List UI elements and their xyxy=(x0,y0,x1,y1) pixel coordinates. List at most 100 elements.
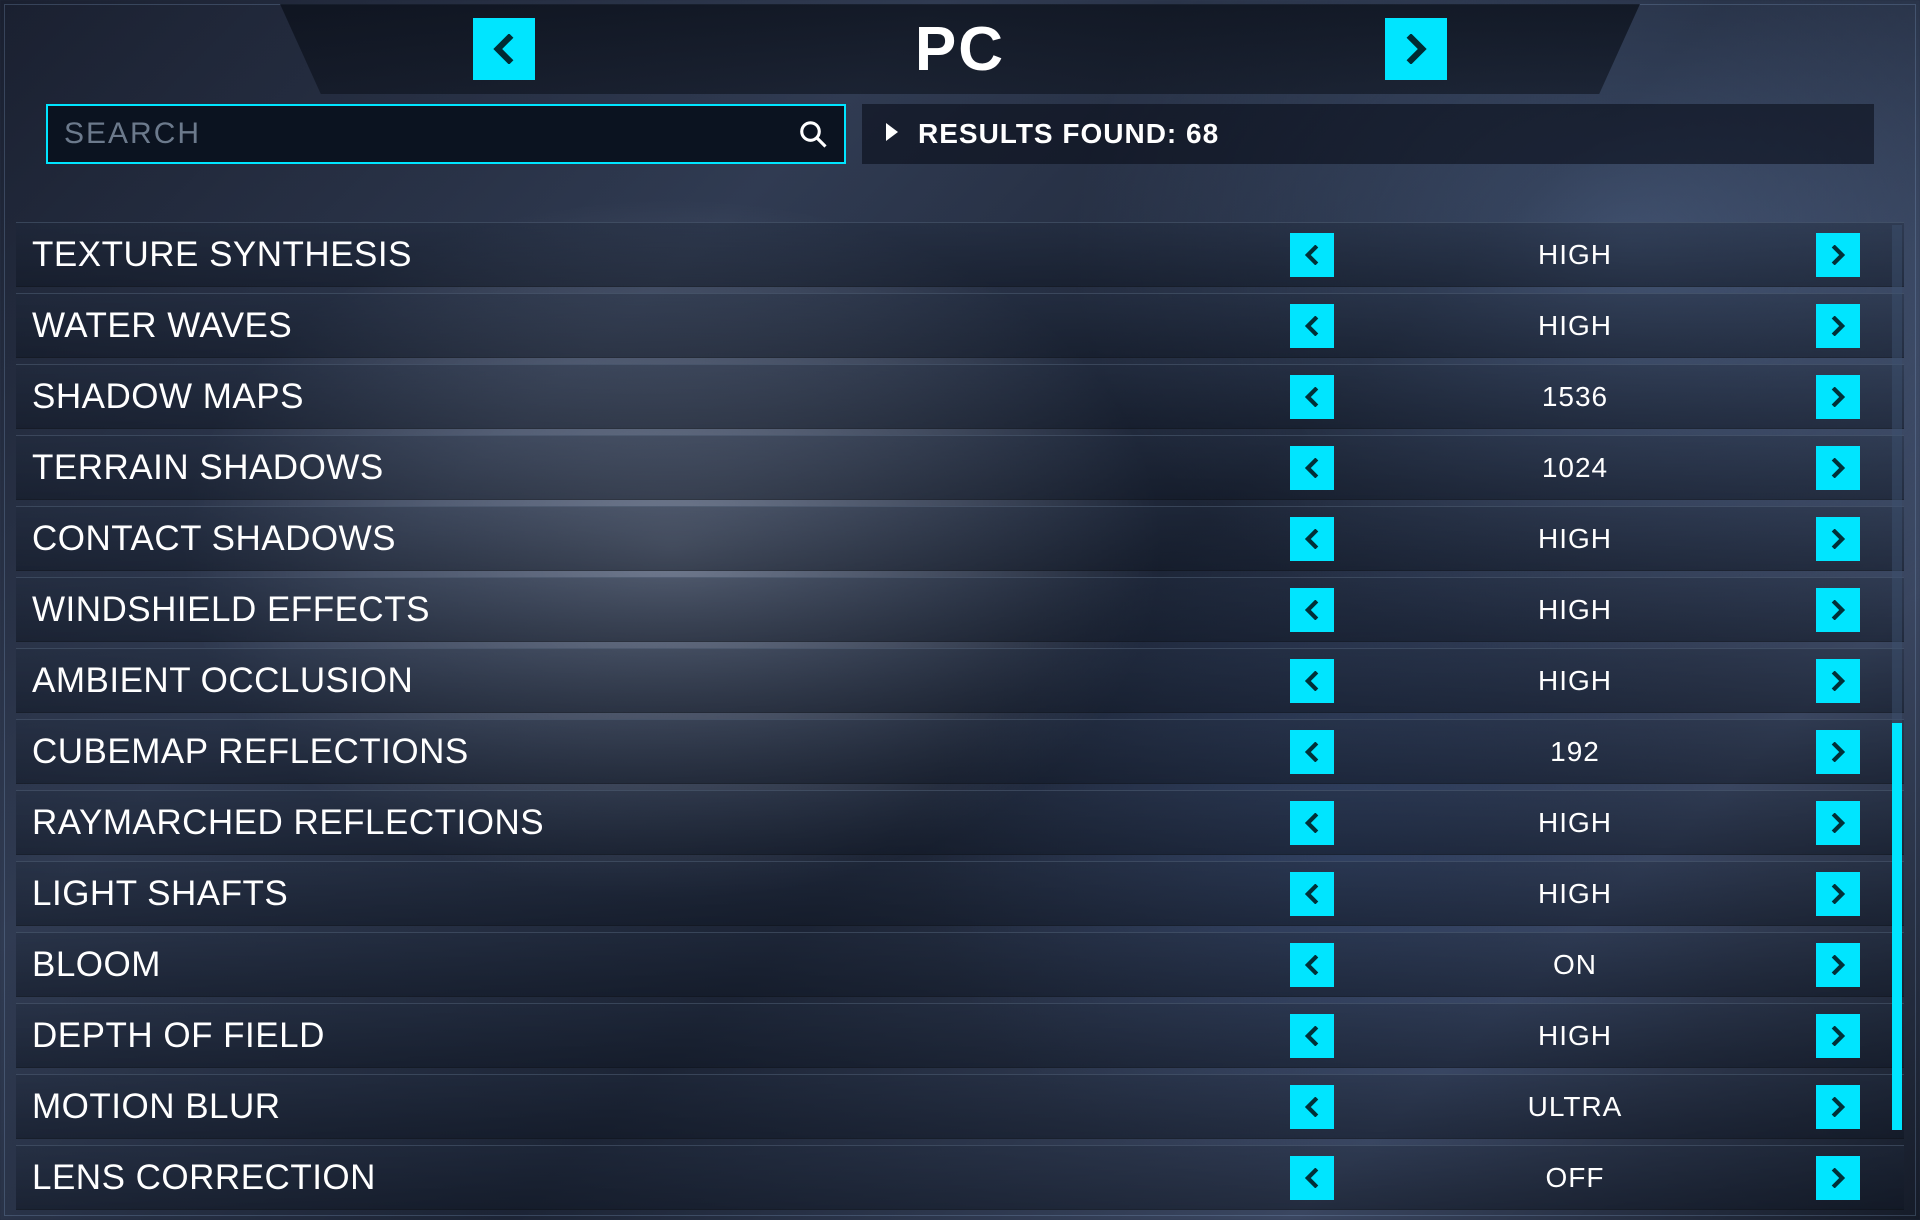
results-box: RESULTS FOUND: 68 xyxy=(862,104,1874,164)
settings-row: MOTION BLUR ULTRA xyxy=(16,1074,1904,1139)
setting-label: CONTACT SHADOWS xyxy=(32,519,1290,559)
value-next-button[interactable] xyxy=(1816,446,1860,490)
value-prev-button[interactable] xyxy=(1290,730,1334,774)
setting-label: CUBEMAP REFLECTIONS xyxy=(32,732,1290,772)
value-group: HIGH xyxy=(1290,1014,1860,1058)
value-next-button[interactable] xyxy=(1816,517,1860,561)
setting-label: DEPTH OF FIELD xyxy=(32,1016,1290,1056)
search-box xyxy=(46,104,846,164)
value-group: 192 xyxy=(1290,730,1860,774)
setting-value: HIGH xyxy=(1334,239,1816,271)
setting-label: WINDSHIELD EFFECTS xyxy=(32,590,1290,630)
setting-label: SHADOW MAPS xyxy=(32,377,1290,417)
value-group: HIGH xyxy=(1290,233,1860,277)
value-group: HIGH xyxy=(1290,801,1860,845)
settings-row: TERRAIN SHADOWS 1024 xyxy=(16,435,1904,500)
value-group: HIGH xyxy=(1290,588,1860,632)
search-icon xyxy=(798,119,828,149)
settings-row: AMBIENT OCCLUSIONHIGH xyxy=(16,648,1904,713)
setting-value: ULTRA xyxy=(1334,1091,1816,1123)
value-next-button[interactable] xyxy=(1816,1085,1860,1129)
value-prev-button[interactable] xyxy=(1290,1014,1334,1058)
settings-row: WATER WAVES HIGH xyxy=(16,293,1904,358)
search-input[interactable] xyxy=(64,117,798,151)
chevron-left-icon xyxy=(489,34,519,64)
setting-value: 192 xyxy=(1334,736,1816,768)
value-prev-button[interactable] xyxy=(1290,588,1334,632)
value-prev-button[interactable] xyxy=(1290,304,1334,348)
value-prev-button[interactable] xyxy=(1290,446,1334,490)
value-group: HIGH xyxy=(1290,872,1860,916)
settings-row: LENS CORRECTION OFF xyxy=(16,1145,1904,1210)
value-group: 1024 xyxy=(1290,446,1860,490)
settings-row: TEXTURE SYNTHESIS HIGH xyxy=(16,222,1904,287)
value-next-button[interactable] xyxy=(1816,304,1860,348)
search-row: RESULTS FOUND: 68 xyxy=(46,104,1874,164)
value-prev-button[interactable] xyxy=(1290,517,1334,561)
value-next-button[interactable] xyxy=(1816,1014,1860,1058)
value-next-button[interactable] xyxy=(1816,375,1860,419)
settings-row: RAYMARCHED REFLECTIONS HIGH xyxy=(16,790,1904,855)
value-prev-button[interactable] xyxy=(1290,943,1334,987)
setting-label: BLOOM xyxy=(32,945,1290,985)
setting-label: TERRAIN SHADOWS xyxy=(32,448,1290,488)
value-next-button[interactable] xyxy=(1816,943,1860,987)
value-next-button[interactable] xyxy=(1816,1156,1860,1200)
chevron-right-icon xyxy=(1401,34,1431,64)
scrollbar-track[interactable] xyxy=(1892,225,1902,1130)
value-prev-button[interactable] xyxy=(1290,801,1334,845)
value-group: ULTRA xyxy=(1290,1085,1860,1129)
value-prev-button[interactable] xyxy=(1290,872,1334,916)
settings-list-viewport: TEXTURE SYNTHESIS HIGH WATER WAVES HIGH SHAD… xyxy=(16,222,1904,1220)
setting-value: HIGH xyxy=(1334,807,1816,839)
value-next-button[interactable] xyxy=(1816,730,1860,774)
value-group: OFF xyxy=(1290,1156,1860,1200)
value-group: HIGH xyxy=(1290,517,1860,561)
settings-row: LIGHT SHAFTS HIGH xyxy=(16,861,1904,926)
value-group: HIGH xyxy=(1290,659,1860,703)
setting-value: 1536 xyxy=(1334,381,1816,413)
setting-label: LENS CORRECTION xyxy=(32,1158,1290,1198)
setting-label: WATER WAVES xyxy=(32,306,1290,346)
next-category-button[interactable] xyxy=(1385,18,1447,80)
scrollbar-thumb[interactable] xyxy=(1892,723,1902,1130)
value-next-button[interactable] xyxy=(1816,872,1860,916)
setting-value: 1024 xyxy=(1334,452,1816,484)
settings-row: CONTACT SHADOWS HIGH xyxy=(16,506,1904,571)
value-prev-button[interactable] xyxy=(1290,375,1334,419)
settings-row: CUBEMAP REFLECTIONS 192 xyxy=(16,719,1904,784)
value-prev-button[interactable] xyxy=(1290,1085,1334,1129)
value-next-button[interactable] xyxy=(1816,233,1860,277)
settings-row: BLOOM ON xyxy=(16,932,1904,997)
category-title: PC xyxy=(915,14,1005,85)
value-group: HIGH xyxy=(1290,304,1860,348)
value-prev-button[interactable] xyxy=(1290,659,1334,703)
value-next-button[interactable] xyxy=(1816,659,1860,703)
setting-label: MOTION BLUR xyxy=(32,1087,1290,1127)
value-next-button[interactable] xyxy=(1816,801,1860,845)
setting-value: ON xyxy=(1334,949,1816,981)
setting-label: RAYMARCHED REFLECTIONS xyxy=(32,803,1290,843)
value-prev-button[interactable] xyxy=(1290,1156,1334,1200)
value-group: 1536 xyxy=(1290,375,1860,419)
settings-row: DEPTH OF FIELD HIGH xyxy=(16,1003,1904,1068)
header-tab: PC xyxy=(280,4,1640,94)
value-prev-button[interactable] xyxy=(1290,233,1334,277)
setting-value: HIGH xyxy=(1334,594,1816,626)
settings-row: SHADOW MAPS 1536 xyxy=(16,364,1904,429)
value-group: ON xyxy=(1290,943,1860,987)
setting-value: OFF xyxy=(1334,1162,1816,1194)
setting-label: TEXTURE SYNTHESIS xyxy=(32,235,1290,275)
setting-label: LIGHT SHAFTS xyxy=(32,874,1290,914)
play-icon xyxy=(880,120,904,149)
setting-value: HIGH xyxy=(1334,310,1816,342)
setting-value: HIGH xyxy=(1334,1020,1816,1052)
settings-row: WINDSHIELD EFFECTS HIGH xyxy=(16,577,1904,642)
setting-value: HIGH xyxy=(1334,523,1816,555)
prev-category-button[interactable] xyxy=(473,18,535,80)
settings-list[interactable]: TEXTURE SYNTHESIS HIGH WATER WAVES HIGH SHAD… xyxy=(16,222,1904,1210)
results-count-label: RESULTS FOUND: 68 xyxy=(918,118,1219,150)
setting-value: HIGH xyxy=(1334,878,1816,910)
value-next-button[interactable] xyxy=(1816,588,1860,632)
setting-label: AMBIENT OCCLUSION xyxy=(32,661,1290,701)
